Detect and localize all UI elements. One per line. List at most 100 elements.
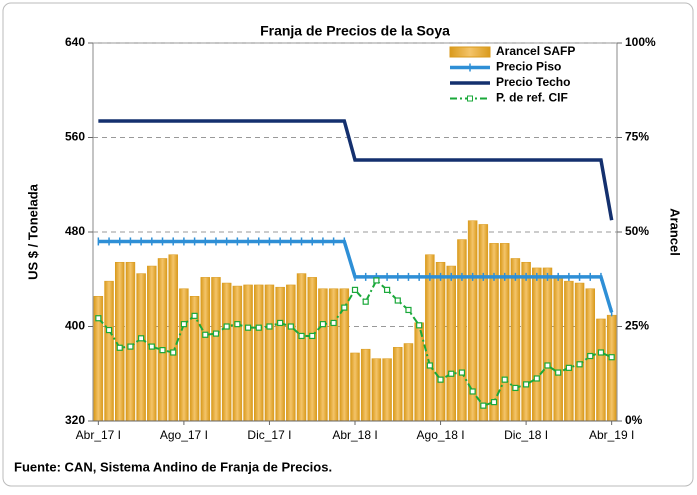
y-tick-label: 640 [65, 35, 85, 49]
line-series [98, 119, 614, 221]
point-marker [287, 323, 294, 330]
point-marker [330, 319, 337, 327]
bar [328, 288, 339, 422]
point-marker [458, 369, 466, 376]
point-marker [490, 399, 498, 406]
point-marker [576, 361, 583, 368]
bar [243, 284, 253, 422]
y-tick-label: 320 [65, 413, 85, 427]
x-tick-label: Abr_19 I [589, 428, 634, 442]
bar [457, 239, 467, 422]
point-marker [309, 332, 316, 340]
point-marker [533, 375, 540, 382]
point-marker [480, 402, 487, 409]
y-tick-label: 560 [65, 130, 85, 144]
point-marker [191, 312, 198, 319]
y2-tick-label: 50% [625, 224, 649, 238]
y2-axis-label: Arancel [668, 208, 683, 256]
bar [435, 261, 446, 422]
bar [114, 261, 125, 422]
x-tick-label: Ago_18 I [417, 428, 465, 442]
point-marker [116, 344, 123, 351]
point-marker [469, 388, 476, 395]
bar [596, 318, 606, 422]
point-marker [608, 354, 615, 361]
bar [104, 280, 114, 422]
bar [200, 277, 211, 422]
point-marker [597, 349, 605, 356]
point-marker [565, 364, 572, 371]
bar [510, 258, 521, 422]
point-marker [105, 326, 113, 334]
chart-title: Franja de Precios de la Soya [260, 23, 450, 39]
bar [264, 284, 275, 422]
bar [478, 224, 489, 422]
point-marker [383, 286, 391, 293]
point-marker [448, 370, 455, 377]
point-marker [202, 331, 209, 338]
bar [211, 277, 221, 422]
point-marker [244, 324, 252, 331]
y2-tick-label: 25% [625, 319, 649, 333]
bar [179, 288, 189, 422]
point-marker [298, 332, 305, 340]
y2-tick-label: 0% [625, 413, 643, 427]
point-marker [127, 343, 134, 350]
point-marker [416, 322, 423, 329]
point-marker [351, 286, 359, 293]
bar [553, 277, 563, 422]
point-marker [255, 324, 262, 331]
x-tick-label: Dic_18 I [504, 428, 548, 442]
x-tick-label: Abr_17 I [76, 428, 121, 442]
bar [125, 261, 136, 422]
bar [168, 254, 178, 422]
bar [382, 358, 392, 422]
point-marker [148, 343, 155, 350]
bar [157, 258, 168, 422]
point-marker [523, 381, 530, 388]
legend-label: Precio Piso [496, 60, 561, 74]
bar [286, 284, 296, 422]
bar [360, 348, 371, 422]
bar [350, 352, 360, 422]
bar [93, 296, 104, 422]
bar [307, 277, 317, 422]
point-marker [319, 321, 327, 328]
point-marker [362, 298, 369, 305]
bar [403, 343, 414, 422]
legend-label: Arancel SAFP [496, 44, 575, 58]
y2-tick-label: 75% [625, 130, 649, 144]
point-marker [544, 362, 551, 369]
bar [521, 261, 531, 422]
point-marker [212, 330, 220, 337]
point-marker [159, 347, 166, 354]
source-note: Fuente: CAN, Sistema Andino de Franja de… [14, 459, 332, 474]
point-marker [512, 384, 519, 392]
bar [532, 267, 542, 422]
x-tick-label: Abr_18 I [332, 428, 377, 442]
point-marker [234, 321, 241, 328]
point-marker [501, 376, 508, 383]
y-axis-label: US $ / Tonelada [25, 183, 40, 280]
point-marker [266, 323, 273, 330]
bar [221, 282, 232, 422]
legend-swatch [449, 46, 491, 58]
bar [393, 347, 403, 422]
point-marker [95, 315, 102, 322]
bar [136, 273, 146, 422]
x-tick-label: Ago_17 I [160, 428, 208, 442]
x-tick-label: Dic_17 I [247, 428, 291, 442]
bar [296, 273, 307, 422]
point-marker [405, 306, 412, 314]
point-marker [277, 319, 284, 327]
point-marker [437, 376, 444, 383]
legend-label: P. de ref. CIF [496, 91, 568, 105]
legend-label: Precio Techo [496, 75, 570, 89]
bar [564, 280, 574, 422]
y-tick-label: 480 [65, 224, 85, 238]
bar [542, 267, 553, 422]
bar [574, 282, 585, 422]
bar [275, 286, 285, 422]
bar [414, 322, 424, 422]
